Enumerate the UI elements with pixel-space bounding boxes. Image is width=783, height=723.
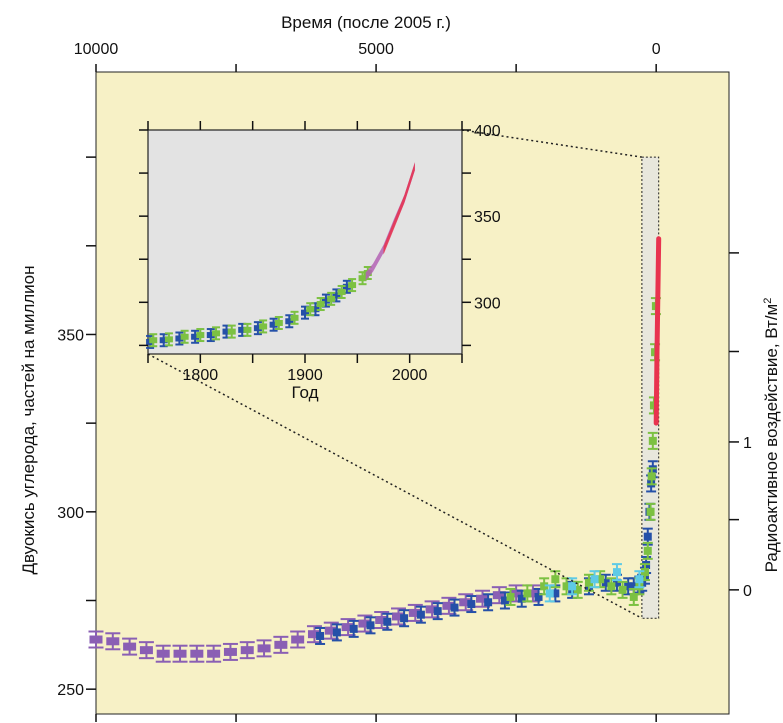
main-series-1-point-6: [415, 605, 426, 624]
main-series-1-point-5: [399, 609, 410, 628]
inset-series-1-point-9: [290, 310, 299, 325]
right-y-tick-label-0: 0: [743, 583, 752, 600]
inset-chart: 1800 1900 2000 300 350 400 Год: [139, 121, 501, 402]
inset-connector-lines: [147, 129, 643, 619]
inset-series-1-point-0: [149, 333, 158, 348]
right-y-axis-title-text: Радиоактивное воздействие, Вт/м: [762, 304, 781, 573]
top-x-tick-label-2: 5000: [358, 41, 394, 58]
main-series-0-point-7: [206, 644, 222, 663]
main-series-1-point-11: [499, 591, 510, 610]
main-series-1-point-7: [432, 602, 443, 621]
main-series-2-point-15: [646, 467, 657, 486]
inset-y-tick-label-1: 300: [474, 295, 501, 312]
main-series-2-point-8: [606, 577, 617, 596]
main-series-1-point-17: [600, 573, 611, 592]
inset-series-2-band: [365, 162, 415, 281]
main-series-0-point-13: [306, 625, 322, 644]
inset-series-0-point-7: [253, 321, 262, 336]
inset-series-1-point-1: [164, 332, 173, 347]
main-series-1-point-3: [365, 616, 376, 635]
main-series-0-point-1: [105, 632, 121, 651]
top-x-tick-label-4: 0: [652, 41, 661, 58]
right-y-axis-title: Радиоактивное воздействие, Вт/м2: [762, 298, 781, 573]
main-series-0-point-2: [122, 637, 138, 656]
main-series-3-point-3: [611, 563, 622, 582]
connector-line-top: [461, 129, 643, 158]
main-series-3-point-0: [544, 584, 555, 603]
inset-y-tick-label-3: 350: [474, 209, 501, 226]
main-series-0-point-3: [138, 641, 154, 660]
left-y-tick-label-0: 250: [57, 682, 84, 699]
inset-axes: 1800 1900 2000 300 350 400: [139, 121, 501, 384]
inset-y-tick-label-5: 400: [474, 123, 501, 140]
main-series-0-point-11: [273, 635, 289, 654]
main-series-3-point-2: [589, 570, 600, 589]
inset-series-layer: [146, 162, 415, 349]
main-series-1-point-4: [382, 612, 393, 631]
top-x-axis-title: Время (после 2005 г.): [281, 13, 451, 32]
inset-series-0-point-2: [175, 331, 184, 346]
inset-x-tick-label-5: 2000: [392, 367, 428, 384]
inset-series-1-point-14: [348, 278, 357, 293]
main-series-0-point-0: [88, 630, 104, 649]
main-series-0-point-8: [222, 642, 238, 661]
inset-x-axis-title: Год: [291, 383, 318, 402]
main-series-1-point-9: [466, 595, 477, 614]
main-series-3-point-4: [634, 570, 645, 589]
main-series-1-point-10: [483, 593, 494, 612]
left-y-axis-title: Двуокись углерода, частей на миллион: [19, 266, 38, 575]
inset-series-0-point-3: [191, 329, 200, 344]
main-series-layer: [88, 236, 662, 663]
main-series-1-point-0: [315, 626, 326, 645]
main-series-0-point-4: [155, 644, 171, 663]
main-series-0-point-9: [239, 641, 255, 660]
left-y-tick-label-2: 300: [57, 505, 84, 522]
inset-series-1-point-13: [337, 284, 346, 299]
right-y-tick-label-2: 1: [743, 435, 752, 452]
main-series-0-point-6: [189, 644, 205, 663]
right-y-axis-title-superscript: 2: [762, 298, 774, 304]
main-series-0-point-12: [290, 630, 306, 649]
left-y-tick-label-4: 350: [57, 327, 84, 344]
main-axes: 10000 5000 0 250 300 350 0 1: [57, 41, 752, 722]
main-series-2-point-16: [647, 431, 658, 450]
inset-series-1-point-4: [212, 326, 221, 341]
inset-x-tick-label-1: 1800: [183, 367, 219, 384]
inset-series-3-band: [383, 162, 415, 255]
main-series-0-point-10: [256, 639, 272, 658]
inset-series-1-point-2: [180, 329, 189, 344]
main-series-2-point-5: [572, 580, 583, 599]
inset-series-1-point-10: [306, 302, 315, 317]
main-series-2-point-0: [505, 587, 516, 606]
inset-series-1-point-6: [243, 322, 252, 337]
inset-series-1-point-12: [327, 291, 336, 306]
main-series-1-point-8: [449, 598, 460, 617]
main-series-1-point-1: [331, 623, 342, 642]
main-series-2-point-1: [522, 584, 533, 603]
inset-x-tick-label-3: 1900: [287, 367, 323, 384]
inset-series-0-point-4: [206, 328, 215, 343]
connector-line-bottom: [147, 353, 643, 619]
inset-series-1-point-11: [316, 297, 325, 312]
inset-series-1-point-3: [196, 328, 205, 343]
inset-series-1-point-5: [227, 324, 236, 339]
inset-series-1-point-7: [259, 319, 268, 334]
inset-series-1-point-8: [274, 315, 283, 330]
top-x-tick-label-0: 10000: [74, 41, 119, 58]
main-series-2-point-9: [617, 580, 628, 599]
main-series-2-point-14: [645, 502, 656, 521]
main-series-2-point-13: [642, 541, 653, 560]
main-series-4-line: [653, 236, 662, 426]
main-series-2-point-6: [583, 573, 594, 592]
main-series-0-point-5: [172, 644, 188, 663]
inset-series-0-point-8: [269, 317, 278, 332]
main-series-1-point-2: [348, 619, 359, 638]
